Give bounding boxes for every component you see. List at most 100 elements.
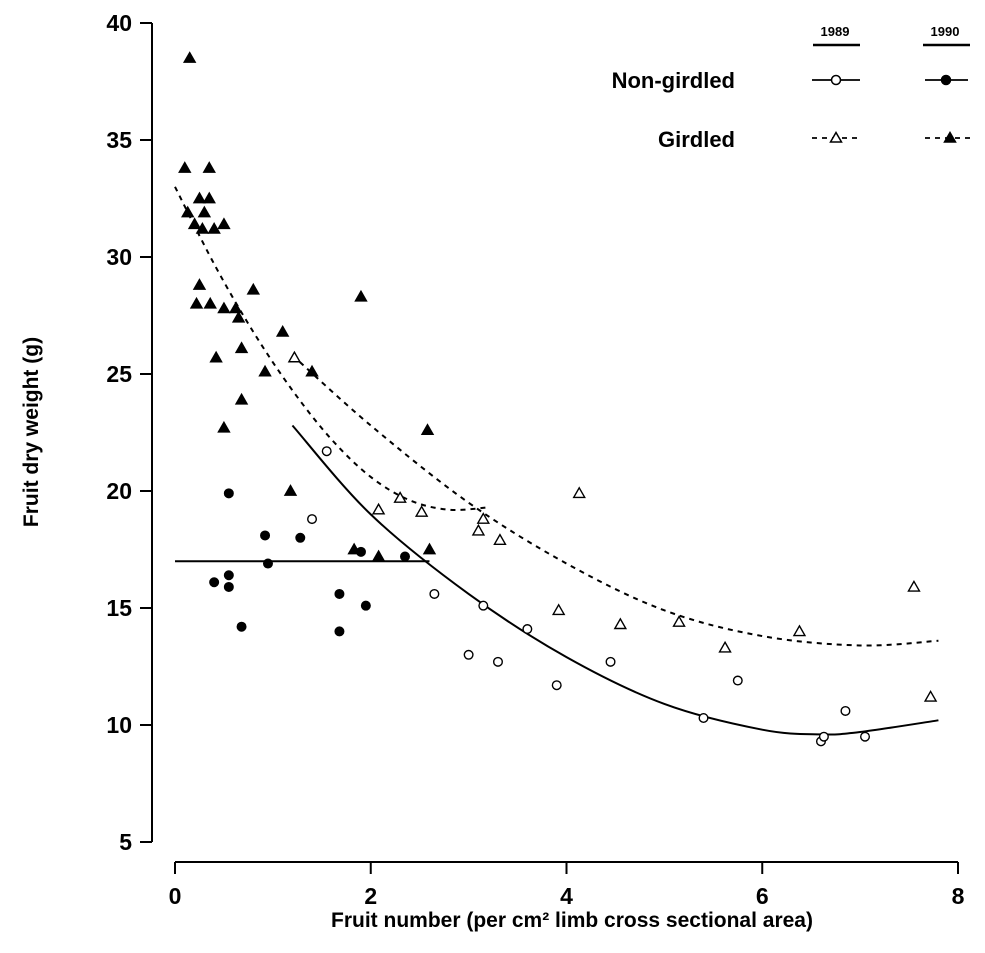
y-tick-label: 25 — [106, 361, 132, 387]
legend-key-non-girdled-1990 — [925, 74, 968, 86]
fit-curve — [291, 424, 939, 736]
data-point — [197, 205, 212, 218]
legend-label-girdled: Girdled — [658, 127, 735, 152]
data-point — [223, 488, 234, 499]
data-point — [246, 282, 261, 295]
data-point — [234, 341, 249, 354]
data-point — [840, 705, 851, 716]
data-point — [371, 502, 386, 515]
data-point — [551, 680, 562, 691]
fit-curve — [174, 186, 489, 511]
data-point — [234, 392, 249, 405]
data-point — [217, 301, 231, 314]
data-point — [732, 675, 743, 686]
data-point — [334, 588, 345, 599]
axes — [151, 23, 958, 863]
data-point — [371, 549, 386, 562]
data-point — [231, 310, 246, 323]
data-point — [347, 542, 361, 555]
data-point — [207, 222, 221, 234]
data-point — [493, 533, 507, 545]
data-point — [471, 523, 486, 536]
data-point — [209, 577, 220, 588]
x-tick-label: 6 — [756, 883, 769, 909]
data-point — [551, 603, 566, 616]
data-point — [187, 217, 202, 230]
data-point — [429, 588, 440, 599]
data-point — [217, 217, 231, 230]
data-point — [698, 712, 709, 723]
y-tick-label: 5 — [119, 829, 132, 855]
data-point — [236, 621, 247, 632]
data-point — [360, 600, 371, 611]
x-tick-label: 2 — [364, 883, 377, 909]
data-point — [718, 640, 732, 653]
data-point — [178, 161, 192, 173]
y-tick-label: 30 — [106, 244, 132, 270]
data-point — [818, 731, 829, 742]
data-point — [223, 581, 234, 592]
data-point — [295, 532, 306, 543]
data-point — [605, 656, 616, 667]
y-tick-label: 10 — [106, 712, 132, 738]
data-point — [393, 491, 407, 503]
data-point — [260, 530, 271, 541]
data-point — [907, 580, 921, 592]
data-point — [192, 191, 207, 204]
x-axis-label: Fruit number (per cm² limb cross section… — [331, 909, 813, 932]
data-point — [209, 350, 223, 363]
data-point — [422, 542, 437, 555]
data-point — [181, 205, 195, 218]
legend-key-non-girdled-1989 — [812, 74, 860, 86]
data-point — [287, 350, 302, 363]
data-point — [192, 278, 207, 290]
legend: 1989 1990 Non-girdled Girdled — [612, 24, 970, 152]
data-point — [202, 191, 216, 204]
data-point — [223, 570, 234, 581]
data-point — [334, 626, 345, 637]
data-point — [283, 484, 298, 496]
legend-year-1990: 1990 — [931, 24, 960, 39]
data-point — [275, 324, 290, 337]
data-point — [262, 558, 273, 569]
y-tick-label: 40 — [106, 10, 132, 36]
data-point — [228, 301, 243, 314]
fit-curves — [174, 186, 939, 736]
data-point — [672, 615, 686, 627]
legend-key-girdled-1990 — [925, 131, 970, 143]
data-point — [522, 624, 533, 635]
legend-key-girdled-1989 — [812, 131, 860, 143]
data-point — [572, 486, 586, 499]
data-point — [305, 364, 319, 377]
y-tick-label: 35 — [106, 127, 132, 153]
data-point — [400, 551, 411, 562]
data-point — [321, 446, 332, 457]
data-point — [492, 656, 503, 667]
data-point — [258, 364, 272, 377]
fit-curve — [291, 354, 939, 647]
data-point — [195, 222, 210, 234]
data-point — [613, 617, 628, 630]
x-tick-label: 0 — [169, 883, 182, 909]
x-tick-label: 4 — [560, 883, 573, 909]
data-point — [860, 731, 871, 742]
data-point — [307, 514, 318, 525]
y-tick-label: 15 — [106, 595, 132, 621]
legend-label-non-girdled: Non-girdled — [612, 68, 735, 93]
y-ticks: 5 10 15 20 25 30 35 40 — [106, 10, 152, 855]
data-point — [217, 420, 231, 433]
x-tick-label: 8 — [952, 883, 965, 909]
data-point — [463, 649, 474, 660]
data-point — [203, 296, 217, 309]
y-tick-label: 20 — [106, 478, 132, 504]
data-point — [202, 161, 216, 173]
data-point — [182, 51, 197, 63]
legend-year-1989: 1989 — [821, 24, 850, 39]
data-point — [792, 624, 807, 637]
data-point — [478, 600, 489, 611]
data-point — [420, 423, 435, 435]
y-axis-label: Fruit dry weight (g) — [20, 337, 43, 527]
data-point — [354, 289, 368, 302]
data-point — [414, 505, 429, 517]
